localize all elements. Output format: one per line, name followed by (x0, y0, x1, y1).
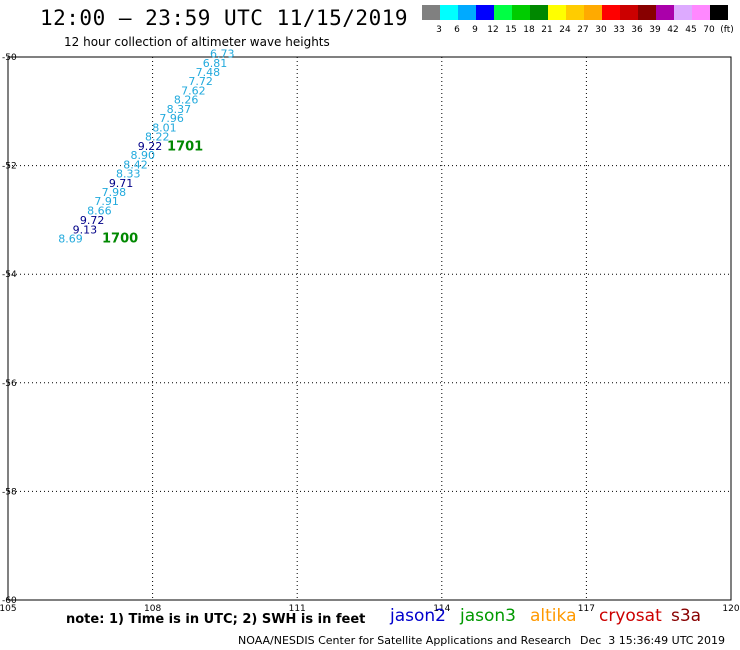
color-swatch (548, 5, 566, 20)
wave-height-point: 7.96 (159, 112, 184, 125)
wave-height-point: 8.26 (174, 94, 199, 107)
plot-frame (7, 56, 732, 601)
wave-height-point: 9.22 (138, 140, 163, 153)
color-scale-tick: 15 (505, 25, 516, 33)
color-swatch (674, 5, 692, 20)
color-scale-tick: 12 (487, 25, 498, 33)
color-swatch (656, 5, 674, 20)
wave-height-point: 7.91 (94, 195, 119, 208)
y-tick-label: -58 (2, 487, 17, 497)
legend-s3a: s3a (671, 606, 702, 626)
color-scale-tick: 18 (523, 25, 535, 33)
y-tick-label: -50 (2, 53, 17, 63)
color-swatch (566, 5, 584, 20)
color-swatch (692, 5, 710, 20)
color-scale-tick: 42 (667, 25, 678, 33)
wave-height-point: 6.73 (210, 48, 235, 61)
y-tick-label: -60 (2, 596, 17, 606)
x-tick-label: 111 (289, 604, 306, 614)
color-scale-tick: 30 (595, 25, 607, 33)
color-scale-tick: 45 (685, 25, 696, 33)
wave-height-point: 8.90 (131, 149, 156, 162)
color-scale-tick: 33 (613, 25, 624, 33)
color-scale-bar: 3 6 9 12 15 18 21 24 27 30 33 36 39 42 45 70 (ft) (422, 5, 734, 33)
color-scale-tick: 3 (436, 25, 442, 33)
legend-altika: altika (530, 606, 577, 626)
x-tick-label: 117 (578, 604, 595, 614)
chart-title: 12:00 — 23:59 UTC 11/15/2019 (40, 6, 409, 30)
wave-height-point: 8.33 (116, 168, 141, 181)
x-tick-label: 105 (0, 604, 17, 614)
wave-height-point: 8.37 (167, 103, 192, 116)
x-tick-label: 120 (722, 604, 739, 614)
track-time-label: 1701 (167, 139, 203, 154)
y-tick-label: -52 (2, 162, 17, 172)
color-swatch (512, 5, 530, 20)
footer-note: note: 1) Time is in UTC; 2) SWH is in fe… (66, 612, 366, 627)
color-swatch (638, 5, 656, 20)
chart-subtitle: 12 hour collection of altimeter wave hei… (64, 35, 330, 49)
wave-height-point: 7.98 (102, 186, 127, 199)
wave-height-point: 9.71 (109, 177, 134, 190)
legend-jason3: jason3 (460, 606, 516, 626)
credit-line: NOAA/NESDIS Center for Satellite Applica… (238, 634, 572, 647)
color-swatch (584, 5, 602, 20)
color-scale-tick: 27 (577, 25, 588, 33)
color-scale-tick: 70 (703, 25, 715, 33)
color-swatch (530, 5, 548, 20)
wave-height-point: 8.22 (145, 131, 170, 144)
legend-cryosat: cryosat (599, 606, 662, 626)
wave-height-point: 6.81 (203, 57, 228, 70)
x-tick-label: 114 (433, 604, 450, 614)
color-swatch (440, 5, 458, 20)
wave-height-point: 8.42 (123, 158, 148, 171)
color-swatch (476, 5, 494, 20)
wave-height-point: 9.13 (73, 223, 98, 236)
generation-timestamp: Dec 3 15:36:49 UTC 2019 (580, 634, 725, 647)
y-tick-label: -56 (2, 379, 17, 389)
wave-height-point: 8.66 (87, 204, 112, 217)
wave-height-point: 7.62 (181, 84, 206, 97)
wave-height-point: 7.72 (188, 75, 213, 88)
color-swatch (422, 5, 440, 20)
color-scale-tick: (ft) (720, 25, 734, 33)
color-scale-tick: 24 (559, 25, 571, 33)
color-swatch (494, 5, 512, 20)
color-scale-tick: 39 (649, 25, 661, 33)
wave-height-point: 9.72 (80, 214, 105, 227)
x-tick-label: 108 (144, 604, 161, 614)
color-scale-tick: 9 (472, 25, 478, 33)
wave-height-point: 7.48 (196, 66, 221, 79)
y-tick-label: -54 (2, 270, 17, 280)
color-swatch (458, 5, 476, 20)
legend-jason2: jason2 (390, 606, 446, 626)
color-scale-tick: 36 (631, 25, 643, 33)
wave-height-point: 8.69 (58, 233, 83, 246)
color-swatch (602, 5, 620, 20)
color-scale-tick: 21 (541, 25, 552, 33)
color-swatch (620, 5, 638, 20)
wave-height-point: 8.01 (152, 121, 177, 134)
color-swatch (710, 5, 728, 20)
track-time-label: 1700 (102, 232, 138, 247)
color-scale-tick: 6 (454, 25, 460, 33)
